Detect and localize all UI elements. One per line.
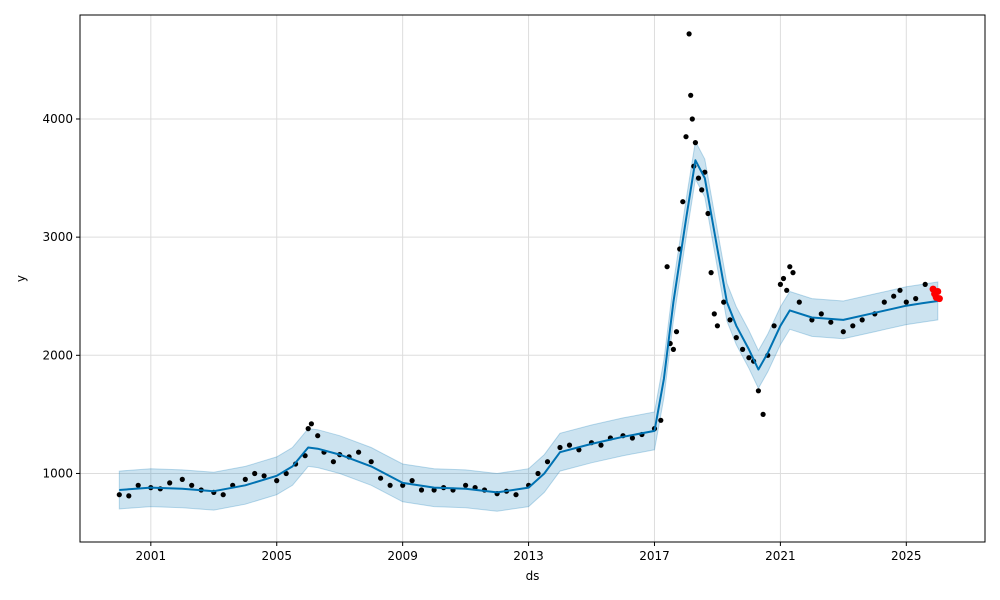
forecast-point [935, 295, 943, 303]
observed-point [179, 476, 185, 482]
x-tick-label: 2009 [387, 549, 418, 563]
observed-point [828, 319, 834, 325]
y-axis: 1000 2000 3000 4000 [42, 112, 80, 480]
observed-point [818, 311, 824, 317]
observed-point [431, 487, 437, 493]
observed-point [368, 459, 374, 465]
observed-point [777, 281, 784, 287]
x-axis: 2001 2005 2009 2013 2017 2021 2025 [136, 542, 922, 563]
observed-point [897, 287, 903, 293]
observed-point [787, 264, 793, 270]
observed-point [409, 478, 415, 484]
observed-point [850, 323, 856, 329]
y-tick-label: 4000 [42, 112, 73, 126]
x-tick-label: 2017 [639, 549, 670, 563]
observed-point [695, 175, 702, 181]
observed-point [557, 444, 563, 451]
observed-point [629, 435, 636, 441]
observed-point [755, 388, 762, 394]
observed-point [840, 329, 846, 335]
forecast-points [929, 285, 943, 303]
y-axis-label: y [14, 275, 28, 282]
x-tick-label: 2013 [513, 549, 544, 563]
observed-point [727, 317, 733, 323]
observed-point [252, 470, 258, 477]
observed-point [733, 335, 739, 341]
observed-point [683, 134, 689, 140]
observed-point [189, 482, 195, 488]
observed-point [598, 442, 604, 448]
x-tick-label: 2025 [891, 549, 922, 563]
observed-point [261, 473, 267, 479]
observed-point [242, 476, 248, 482]
observed-point [711, 311, 717, 317]
observed-point [771, 323, 777, 329]
observed-point [705, 210, 711, 217]
observed-point [903, 299, 909, 305]
observed-point [378, 475, 384, 481]
observed-point [790, 270, 796, 276]
observed-point [780, 275, 787, 282]
observed-point [686, 31, 692, 37]
observed-point [356, 449, 362, 455]
observed-point [418, 487, 425, 493]
observed-point [566, 442, 573, 448]
observed-point [535, 470, 541, 477]
observed-point [664, 264, 670, 270]
observed-point [135, 482, 141, 488]
x-tick-label: 2021 [765, 549, 796, 563]
forecast-point [934, 288, 942, 295]
observed-point [463, 482, 469, 488]
observed-point [913, 296, 919, 302]
observed-point [746, 355, 752, 361]
observed-point [305, 426, 311, 432]
y-tick-label: 3000 [42, 230, 73, 244]
observed-point [784, 287, 790, 293]
observed-point [796, 299, 802, 305]
observed-point [740, 346, 746, 352]
series-layer [116, 31, 943, 512]
observed-point [658, 417, 664, 423]
observed-point [760, 411, 766, 417]
observed-point [302, 453, 308, 459]
observed-point [330, 459, 336, 465]
observed-point [315, 433, 321, 439]
observed-point [699, 187, 705, 193]
observed-point [167, 480, 173, 486]
observed-point [688, 92, 694, 98]
observed-point [116, 492, 122, 498]
observed-point [881, 299, 887, 305]
x-tick-label: 2001 [136, 549, 167, 563]
observed-point [274, 478, 280, 484]
observed-point [544, 459, 551, 465]
grid [80, 15, 985, 542]
observed-point [891, 293, 897, 299]
observed-point [721, 299, 727, 305]
observed-point [714, 323, 721, 329]
plot-frame [79, 14, 986, 543]
observed-point [922, 281, 928, 287]
observed-point [126, 493, 132, 499]
x-tick-label: 2005 [261, 549, 292, 563]
observed-point [859, 317, 865, 323]
y-tick-label: 2000 [42, 348, 73, 362]
observed-point [387, 482, 393, 488]
observed-point [673, 329, 680, 335]
observed-point [308, 421, 314, 427]
observed-point [220, 492, 226, 498]
forecast-line [119, 159, 938, 494]
observed-point [680, 199, 686, 205]
observed-point [283, 470, 289, 477]
observed-point [670, 346, 677, 352]
observed-point [513, 492, 519, 498]
observed-point [689, 116, 695, 122]
observed-point [708, 270, 714, 276]
y-tick-label: 1000 [42, 466, 73, 480]
x-axis-label: ds [526, 569, 540, 583]
observed-point [692, 140, 699, 146]
